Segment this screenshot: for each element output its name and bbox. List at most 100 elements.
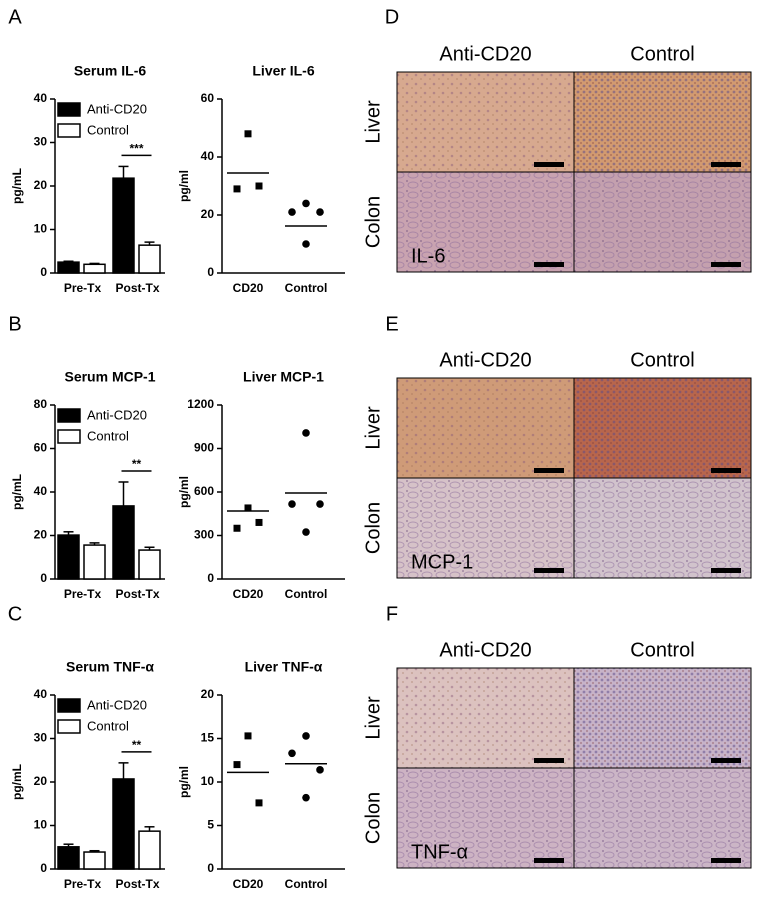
significance-label: ** bbox=[132, 738, 142, 752]
legend-swatch bbox=[57, 123, 81, 138]
bar bbox=[83, 544, 106, 580]
y-tick-label: 10 bbox=[34, 818, 48, 832]
bar bbox=[57, 534, 80, 580]
scale-bar bbox=[711, 262, 741, 267]
y-axis-label: pg/mL bbox=[10, 474, 24, 510]
micrograph-texture bbox=[397, 668, 574, 768]
chart-title: Liver MCP-1 bbox=[243, 369, 324, 385]
point bbox=[288, 500, 296, 508]
y-tick-label: 900 bbox=[194, 441, 214, 455]
y-axis-label: pg/mL bbox=[10, 764, 24, 800]
point bbox=[316, 766, 324, 774]
row-label: Colon bbox=[362, 196, 384, 248]
stain-label: MCP-1 bbox=[411, 551, 473, 573]
legend-swatch bbox=[57, 429, 81, 444]
bar bbox=[138, 830, 161, 870]
y-axis-label: pg/ml bbox=[177, 476, 191, 508]
panel-letter: B bbox=[8, 313, 21, 335]
y-tick-label: 15 bbox=[201, 731, 215, 745]
bar bbox=[112, 177, 135, 274]
y-tick-label: 0 bbox=[207, 571, 214, 585]
column-label: Anti-CD20 bbox=[439, 639, 531, 661]
x-tick-label: Control bbox=[285, 587, 328, 601]
scale-bar bbox=[534, 262, 564, 267]
panel-letter: A bbox=[8, 6, 22, 28]
y-tick-label: 0 bbox=[207, 265, 214, 279]
bar bbox=[112, 778, 135, 870]
point bbox=[244, 130, 252, 138]
point bbox=[244, 504, 252, 512]
bar bbox=[57, 261, 80, 274]
row-label: Liver bbox=[362, 406, 384, 450]
point bbox=[316, 208, 324, 216]
point bbox=[302, 199, 310, 208]
y-tick-label: 0 bbox=[40, 571, 47, 585]
y-axis-label: pg/ml bbox=[177, 766, 191, 798]
y-tick-label: 10 bbox=[201, 774, 215, 788]
stain-label: IL-6 bbox=[411, 245, 445, 267]
x-tick-label: Pre-Tx bbox=[64, 877, 102, 891]
y-tick-label: 0 bbox=[40, 265, 47, 279]
panel-letter: E bbox=[385, 313, 398, 335]
chart-title: Serum MCP-1 bbox=[64, 369, 155, 385]
point bbox=[288, 208, 296, 216]
bar bbox=[57, 846, 80, 870]
micrograph-texture bbox=[397, 72, 574, 172]
scale-bar bbox=[534, 568, 564, 573]
y-tick-label: 40 bbox=[201, 149, 215, 163]
y-tick-label: 1200 bbox=[187, 397, 214, 411]
column-label: Control bbox=[630, 639, 694, 661]
point bbox=[233, 761, 241, 769]
point bbox=[233, 524, 241, 532]
legend-label: Anti-CD20 bbox=[87, 407, 147, 422]
bar bbox=[138, 244, 161, 274]
column-label: Control bbox=[630, 349, 694, 371]
chart-title: Liver IL-6 bbox=[252, 63, 314, 79]
legend-swatch bbox=[57, 719, 81, 734]
scale-bar bbox=[711, 568, 741, 573]
point bbox=[233, 185, 241, 193]
legend-label: Anti-CD20 bbox=[87, 101, 147, 116]
y-axis-label: pg/ml bbox=[177, 170, 191, 202]
x-tick-label: CD20 bbox=[233, 281, 264, 295]
micrograph-texture bbox=[397, 478, 574, 578]
y-tick-label: 30 bbox=[34, 731, 48, 745]
y-tick-label: 20 bbox=[34, 528, 48, 542]
y-tick-label: 20 bbox=[34, 774, 48, 788]
bar bbox=[112, 505, 135, 580]
scale-bar bbox=[534, 468, 564, 473]
row-label: Colon bbox=[362, 792, 384, 844]
micrograph-texture bbox=[574, 378, 751, 478]
point bbox=[288, 749, 296, 758]
column-label: Anti-CD20 bbox=[439, 349, 531, 371]
micrograph-texture bbox=[574, 668, 751, 768]
point bbox=[316, 500, 324, 508]
legend-swatch bbox=[57, 102, 81, 117]
micrograph-texture bbox=[574, 478, 751, 578]
y-tick-label: 20 bbox=[201, 207, 215, 221]
point bbox=[302, 240, 310, 248]
point bbox=[302, 429, 310, 437]
row-label: Liver bbox=[362, 696, 384, 740]
significance-label: *** bbox=[129, 142, 143, 156]
scale-bar bbox=[711, 858, 741, 863]
micrograph-texture bbox=[574, 172, 751, 272]
x-tick-label: Control bbox=[285, 281, 328, 295]
row-label: Liver bbox=[362, 100, 384, 144]
x-tick-label: Post-Tx bbox=[115, 877, 159, 891]
panel-letter: C bbox=[8, 603, 22, 625]
y-tick-label: 40 bbox=[34, 91, 48, 105]
point bbox=[255, 518, 263, 526]
row-label: Colon bbox=[362, 502, 384, 554]
point bbox=[244, 732, 252, 740]
micrograph-texture bbox=[574, 768, 751, 868]
scale-bar bbox=[711, 162, 741, 167]
legend-label: Control bbox=[87, 428, 129, 443]
y-tick-label: 60 bbox=[201, 91, 215, 105]
x-tick-label: CD20 bbox=[233, 587, 264, 601]
x-tick-label: Post-Tx bbox=[115, 587, 159, 601]
micrograph-texture bbox=[397, 768, 574, 868]
point bbox=[302, 732, 310, 740]
x-tick-label: Pre-Tx bbox=[64, 587, 102, 601]
y-tick-label: 40 bbox=[34, 484, 48, 498]
